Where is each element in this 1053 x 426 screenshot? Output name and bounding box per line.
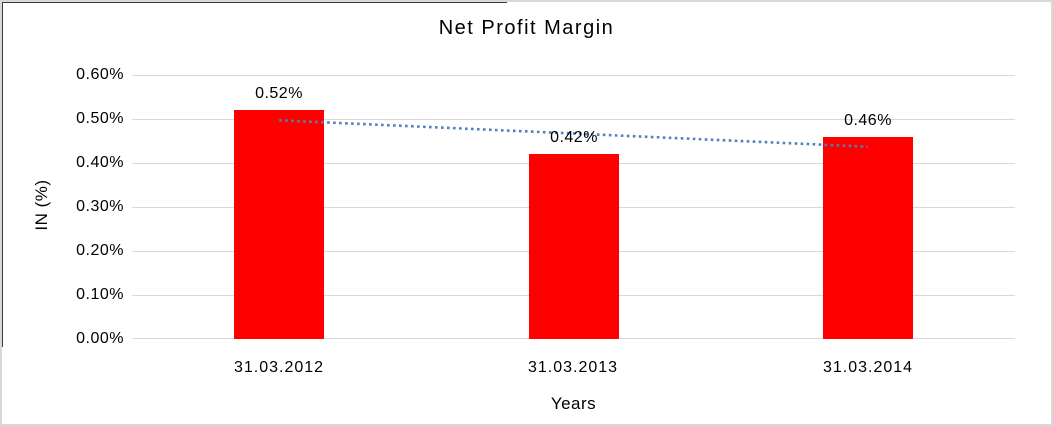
- bar: [823, 137, 913, 339]
- x-axis-title: Years: [550, 394, 597, 413]
- y-axis-tick-label: 0.20%: [76, 242, 124, 259]
- bar: [234, 110, 324, 339]
- gridline: [132, 75, 1015, 76]
- plot-area: 0.52% 0.42% 0.46%: [132, 75, 1015, 339]
- frame-accent-top-line: [2, 2, 507, 3]
- bar-value-label: 0.46%: [844, 112, 892, 129]
- y-axis-tick-label: 0.10%: [76, 286, 124, 303]
- y-axis-tick-label: 0.60%: [76, 66, 124, 83]
- x-axis-category-label: 31.03.2012: [233, 359, 325, 376]
- y-axis-tick-label: 0.40%: [76, 154, 124, 171]
- frame-accent-left-line: [2, 2, 3, 347]
- bar-value-label: 0.42%: [550, 129, 598, 146]
- y-axis-tick-label: 0.00%: [76, 330, 124, 347]
- y-axis-tick-label: 0.30%: [76, 198, 124, 215]
- x-axis-category-label: 31.03.2014: [822, 359, 914, 376]
- y-axis-tick-label: 0.50%: [76, 110, 124, 127]
- x-axis-category-label: 31.03.2013: [527, 359, 619, 376]
- chart-title: Net Profit Margin: [438, 17, 615, 39]
- bar: [529, 154, 619, 339]
- bar-value-label: 0.52%: [255, 85, 303, 102]
